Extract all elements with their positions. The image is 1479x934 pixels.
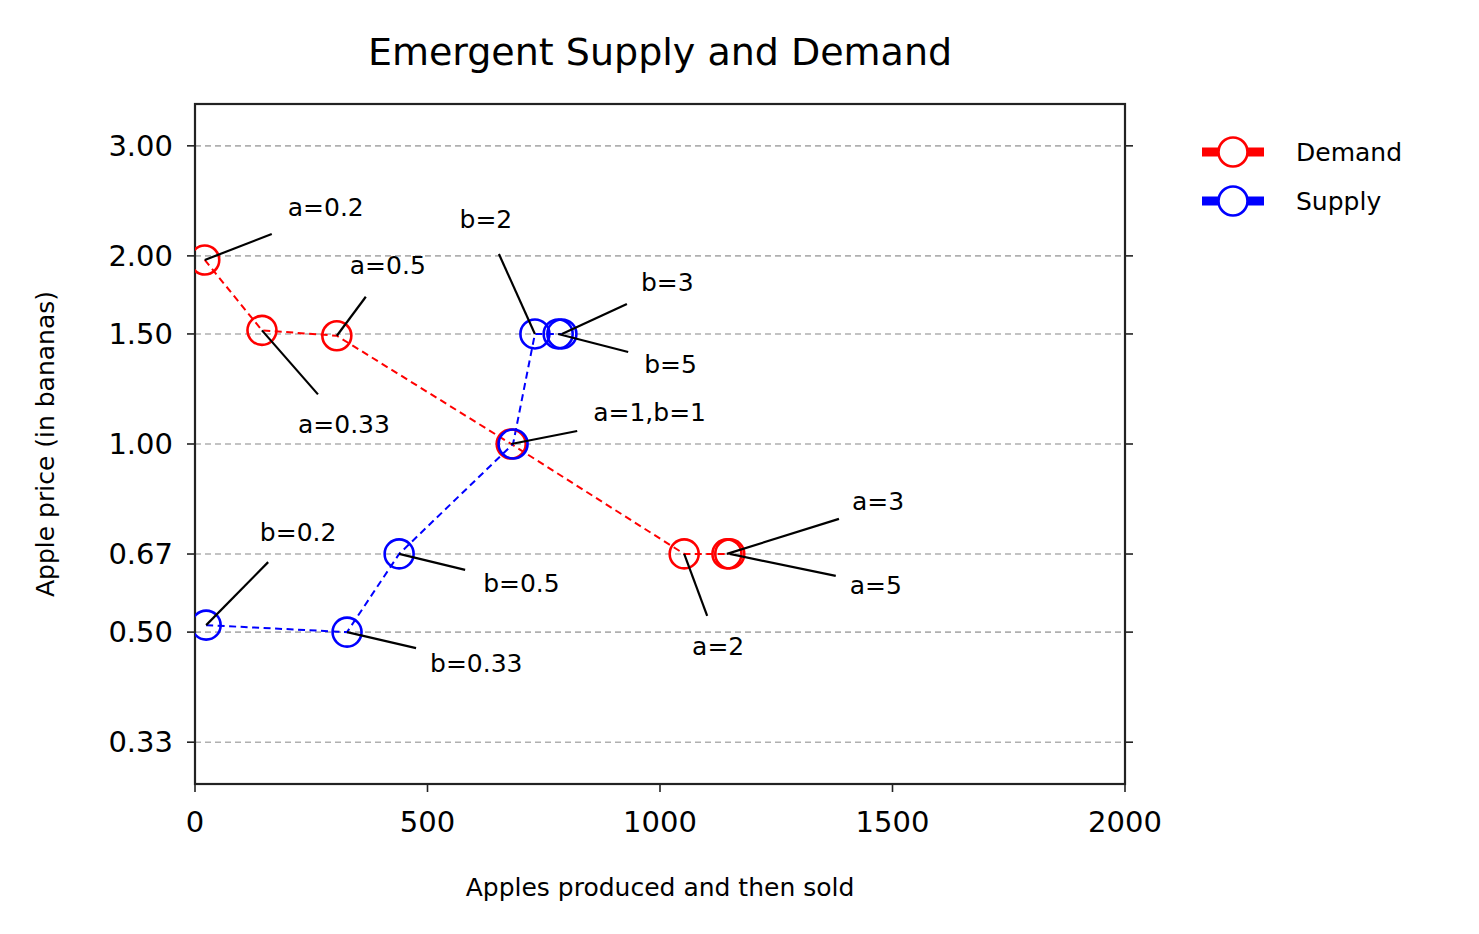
x-tick — [659, 784, 661, 792]
y-tick-right — [1125, 631, 1133, 633]
y-tick — [187, 145, 195, 147]
annotation: b=3 — [641, 268, 694, 297]
legend-marker — [1219, 138, 1248, 167]
annotation: a=2 — [692, 632, 744, 661]
annotations: a=0.2 a=0.33 a=0.5 a=1,b=1 a=2 a=3 a=5 b=0.2 b=0… — [205, 193, 904, 677]
annotation: b=0.2 — [260, 518, 337, 547]
y-tick-right — [1125, 443, 1133, 445]
plot-frame — [195, 104, 1125, 784]
annotation-leader — [499, 254, 535, 334]
y-axis-label: Apple price (in bananas) — [31, 291, 60, 597]
annotation-leader — [347, 632, 416, 648]
legend: Demand Supply — [1202, 138, 1402, 216]
grid-line — [195, 443, 1125, 445]
annotation: a=0.33 — [298, 410, 390, 439]
grid-line — [195, 145, 1125, 147]
x-tick-label: 2000 — [1088, 805, 1162, 839]
x-tick — [427, 784, 429, 792]
annotation-leader — [205, 234, 272, 260]
annotation: b=0.33 — [430, 649, 522, 678]
grid-line — [195, 553, 1125, 555]
y-tick-label: 0.33 — [108, 725, 173, 759]
y-tick-label: 0.50 — [108, 615, 173, 649]
legend-label: Supply — [1296, 187, 1381, 216]
x-tick — [1124, 784, 1126, 792]
annotation-leader — [727, 519, 839, 554]
series-line — [205, 260, 730, 554]
grid-line — [195, 333, 1125, 335]
x-tick-label: 0 — [186, 805, 204, 839]
y-tick-right — [1125, 553, 1133, 555]
title: Emergent Supply and Demand — [368, 30, 952, 74]
annotation-leader — [730, 554, 836, 576]
series-line — [206, 334, 562, 632]
y-tick — [187, 553, 195, 555]
y-tick-right — [1125, 255, 1133, 257]
legend-marker — [1219, 187, 1248, 216]
annotation-leader — [511, 431, 577, 444]
y-tick — [187, 631, 195, 633]
x-axis-label: Apples produced and then sold — [466, 873, 855, 902]
grid-line — [195, 741, 1125, 743]
marks — [195, 245, 744, 646]
y-tick-label: 0.67 — [108, 537, 173, 571]
annotation-leader — [684, 554, 707, 616]
annotation-leader — [399, 554, 465, 570]
y-tick-right — [1125, 741, 1133, 743]
annotation-leader — [562, 304, 627, 334]
y-tick-right — [1125, 145, 1133, 147]
annotation-leader — [558, 334, 628, 352]
x-tick-label: 1000 — [623, 805, 697, 839]
y-tick — [187, 741, 195, 743]
annotation: a=5 — [850, 571, 902, 600]
x-tick — [892, 784, 894, 792]
grid-line — [195, 255, 1125, 257]
legend-label: Demand — [1296, 138, 1402, 167]
annotation-leader — [206, 562, 268, 625]
y-tick-label: 1.00 — [108, 427, 173, 461]
annotation: a=3 — [852, 487, 904, 516]
annotation: a=0.5 — [350, 251, 426, 280]
y-tick-label: 1.50 — [108, 317, 173, 351]
x-tick — [194, 784, 196, 792]
y-tick — [187, 255, 195, 257]
annotation-leader — [337, 297, 366, 336]
y-tick-right — [1125, 333, 1133, 335]
y-tick — [187, 443, 195, 445]
annotation-leader — [262, 330, 318, 394]
y-tick — [187, 333, 195, 335]
x-tick-label: 1500 — [856, 805, 930, 839]
annotation: a=1,b=1 — [593, 398, 706, 427]
annotation: b=0.5 — [483, 569, 560, 598]
y-tick-label: 3.00 — [108, 129, 173, 163]
chart: 0.33 0.50 0.67 1.00 1.50 2.00 3.00 0 500 1000 1500… — [0, 0, 1479, 934]
background — [0, 0, 1479, 934]
y-tick-label: 2.00 — [108, 239, 173, 273]
annotation: b=2 — [460, 205, 513, 234]
annotation: a=0.2 — [288, 193, 364, 222]
x-tick-label: 500 — [400, 805, 455, 839]
annotation: b=5 — [644, 350, 697, 379]
